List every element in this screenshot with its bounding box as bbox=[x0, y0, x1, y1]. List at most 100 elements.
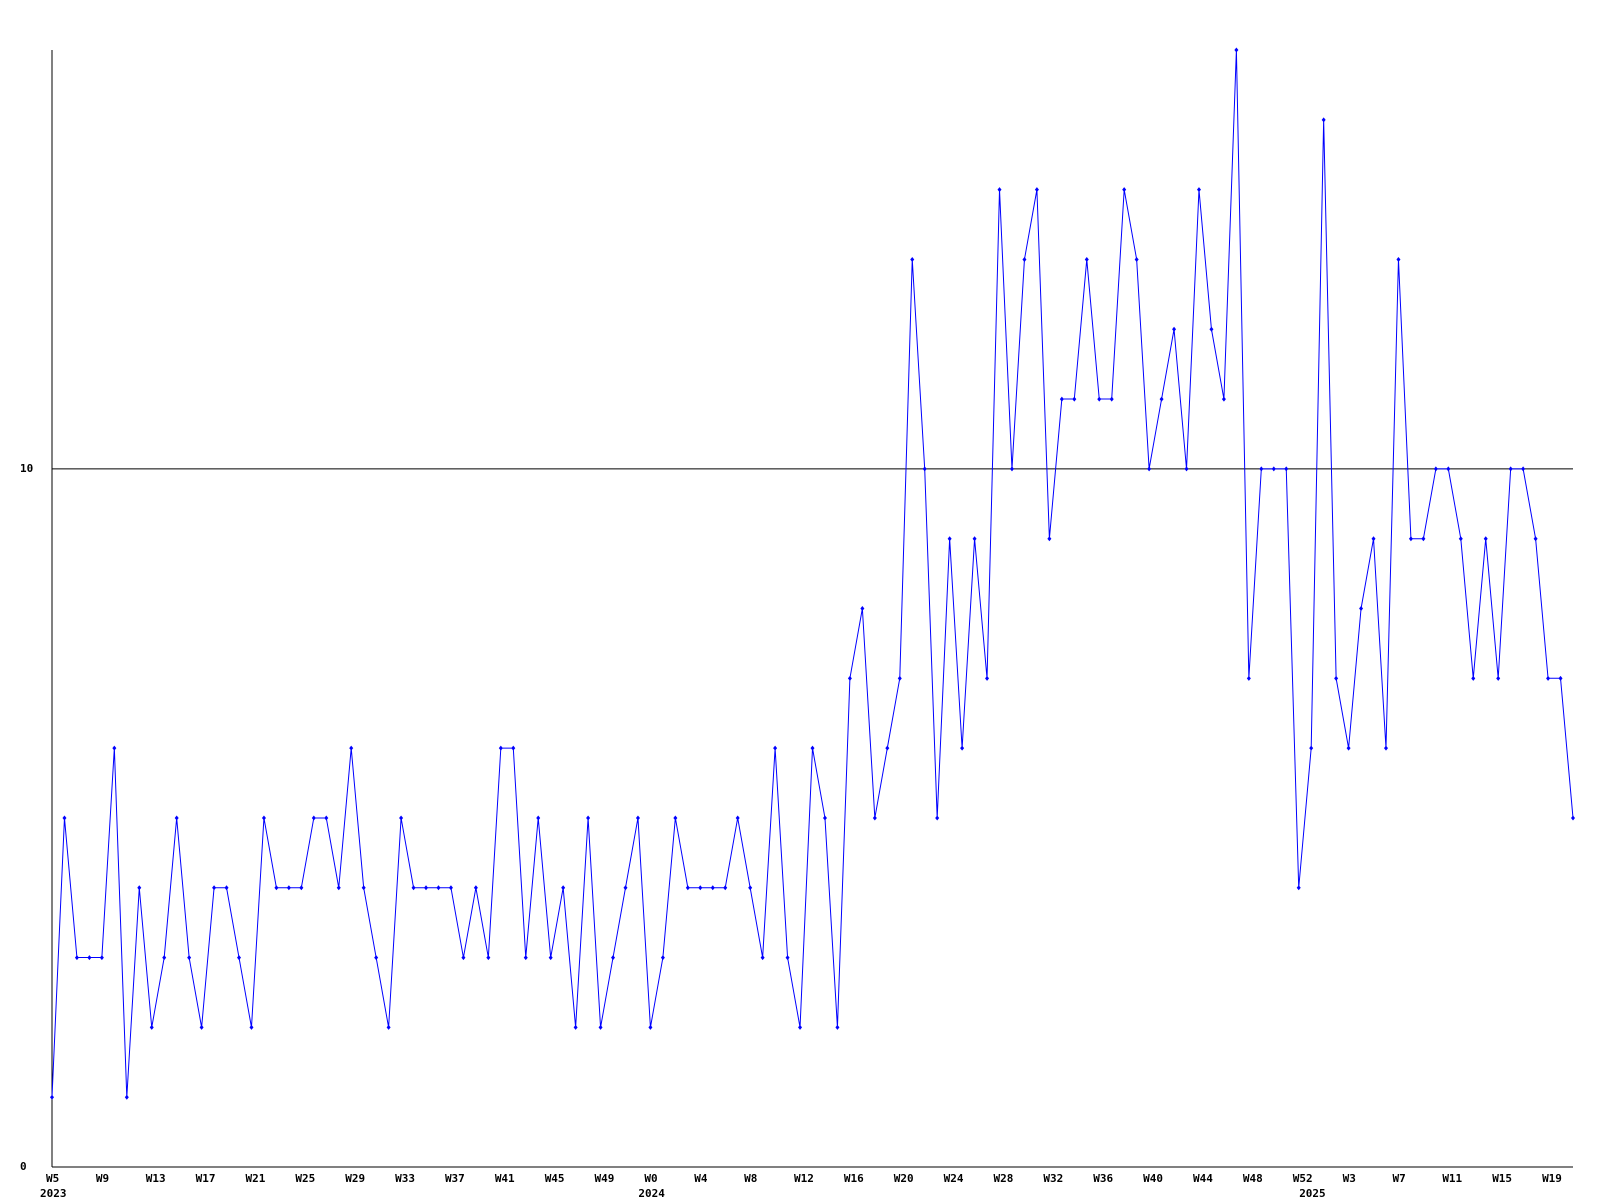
data-point bbox=[1571, 815, 1575, 821]
data-point bbox=[149, 1024, 154, 1030]
data-point bbox=[785, 955, 790, 961]
data-point bbox=[1259, 466, 1264, 472]
x-tick-label: W45 bbox=[545, 1172, 565, 1185]
data-point bbox=[1147, 466, 1152, 472]
data-point bbox=[511, 745, 516, 751]
data-point bbox=[174, 815, 179, 821]
series-line bbox=[51, 49, 1574, 1098]
data-point bbox=[685, 885, 690, 891]
data-point bbox=[1296, 885, 1301, 891]
x-group-label: 2023 bbox=[40, 1187, 67, 1200]
data-point bbox=[1483, 536, 1488, 542]
data-point bbox=[112, 745, 117, 751]
data-point bbox=[1558, 675, 1563, 681]
y-tick-label: 10 bbox=[20, 462, 33, 475]
data-point bbox=[960, 745, 965, 751]
data-point bbox=[1271, 466, 1276, 472]
x-tick-label: W25 bbox=[295, 1172, 315, 1185]
data-point bbox=[50, 1094, 54, 1100]
data-point bbox=[1172, 326, 1177, 332]
data-point bbox=[187, 955, 192, 961]
data-point bbox=[872, 815, 877, 821]
x-tick-label: W17 bbox=[196, 1172, 216, 1185]
x-tick-label: W48 bbox=[1243, 1172, 1263, 1185]
data-point bbox=[1546, 675, 1551, 681]
data-point bbox=[735, 815, 740, 821]
data-point bbox=[386, 1024, 391, 1030]
data-point bbox=[1059, 396, 1064, 402]
data-point bbox=[1446, 466, 1451, 472]
data-point bbox=[985, 675, 990, 681]
data-point bbox=[411, 885, 416, 891]
data-point bbox=[1009, 466, 1014, 472]
data-point bbox=[1458, 536, 1463, 542]
data-point bbox=[486, 955, 491, 961]
x-tick-label: W4 bbox=[694, 1172, 708, 1185]
data-point bbox=[1421, 536, 1426, 542]
data-point bbox=[1097, 396, 1102, 402]
x-tick-label: W36 bbox=[1093, 1172, 1113, 1185]
x-tick-label: W33 bbox=[395, 1172, 415, 1185]
data-point bbox=[935, 815, 940, 821]
data-point bbox=[1221, 396, 1226, 402]
data-point bbox=[710, 885, 715, 891]
data-point bbox=[598, 1024, 603, 1030]
data-point bbox=[611, 955, 616, 961]
data-point bbox=[1047, 536, 1052, 542]
data-point bbox=[1122, 187, 1127, 193]
data-point bbox=[212, 885, 217, 891]
data-point bbox=[1209, 326, 1214, 332]
data-point bbox=[461, 955, 466, 961]
data-point bbox=[910, 256, 915, 262]
data-point bbox=[1334, 675, 1339, 681]
data-point bbox=[1196, 187, 1201, 193]
data-point bbox=[137, 885, 142, 891]
x-tick-label: W13 bbox=[146, 1172, 166, 1185]
data-point bbox=[249, 1024, 254, 1030]
x-tick-label: W16 bbox=[844, 1172, 864, 1185]
data-point bbox=[885, 745, 890, 751]
data-point bbox=[561, 885, 566, 891]
data-point bbox=[74, 955, 79, 961]
data-point bbox=[1321, 117, 1326, 123]
data-point bbox=[673, 815, 678, 821]
x-tick-label: W9 bbox=[96, 1172, 109, 1185]
data-point bbox=[748, 885, 753, 891]
x-tick-label: W37 bbox=[445, 1172, 465, 1185]
data-point bbox=[773, 745, 778, 751]
data-point bbox=[1521, 466, 1526, 472]
data-point bbox=[374, 955, 379, 961]
data-point bbox=[299, 885, 304, 891]
x-tick-label: W24 bbox=[944, 1172, 964, 1185]
data-point bbox=[723, 885, 728, 891]
data-point bbox=[274, 885, 279, 891]
data-point bbox=[972, 536, 977, 542]
x-tick-label: W11 bbox=[1442, 1172, 1462, 1185]
data-point bbox=[349, 745, 354, 751]
data-point bbox=[424, 885, 429, 891]
x-group-label: 2025 bbox=[1299, 1187, 1326, 1200]
x-tick-label: W52 bbox=[1293, 1172, 1313, 1185]
data-point bbox=[336, 885, 341, 891]
x-tick-label: W41 bbox=[495, 1172, 515, 1185]
data-point bbox=[1034, 187, 1039, 193]
data-point bbox=[1022, 256, 1027, 262]
data-point bbox=[1346, 745, 1351, 751]
data-point bbox=[1109, 396, 1114, 402]
x-tick-label: W49 bbox=[595, 1172, 615, 1185]
data-point bbox=[237, 955, 242, 961]
x-tick-label: W8 bbox=[744, 1172, 757, 1185]
data-point bbox=[361, 885, 366, 891]
x-tick-label: W29 bbox=[345, 1172, 365, 1185]
data-point bbox=[997, 187, 1002, 193]
y-tick-label: 0 bbox=[20, 1160, 27, 1173]
data-point bbox=[1234, 47, 1239, 53]
data-point bbox=[1383, 745, 1388, 751]
data-point bbox=[822, 815, 827, 821]
data-point bbox=[860, 606, 865, 611]
x-tick-label: W7 bbox=[1392, 1172, 1405, 1185]
data-point bbox=[1309, 745, 1314, 751]
x-tick-label: W3 bbox=[1343, 1172, 1356, 1185]
x-tick-label: W32 bbox=[1043, 1172, 1063, 1185]
